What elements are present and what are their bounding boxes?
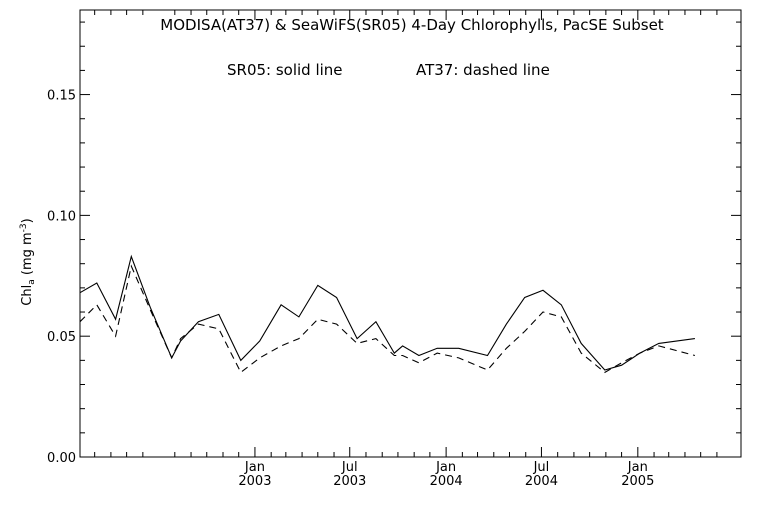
y-tick-label: 0.05	[47, 330, 76, 345]
legend-sr05-label: SR05: solid line	[227, 61, 343, 79]
y-axis-label-superscript: -3	[19, 223, 29, 232]
y-tick-label: 0.15	[47, 89, 76, 104]
x-tick-label-month: Jul	[533, 460, 550, 475]
x-tick-label-month: Jan	[244, 460, 265, 475]
legend-at37-label: AT37: dashed line	[416, 61, 550, 79]
axis-ticks: 0.000.050.100.15Jan2003Jul2003Jan2004Jul…	[47, 10, 741, 489]
x-tick-label-month: Jul	[341, 460, 358, 475]
y-axis-label-subscript: a	[27, 279, 37, 285]
series-line-sr05	[79, 254, 695, 371]
y-axis-label-base: Chl	[20, 285, 35, 306]
x-tick-label-month: Jan	[627, 460, 648, 475]
y-tick-label: 0.00	[47, 451, 76, 466]
x-tick-label-year: 2004	[430, 474, 463, 489]
x-tick-label-year: 2005	[621, 474, 654, 489]
plot-frame	[79, 9, 742, 458]
x-tick-label-year: 2004	[525, 474, 558, 489]
series-line-at37	[79, 264, 696, 374]
x-tick-label-year: 2003	[333, 474, 366, 489]
series-layer	[79, 254, 696, 374]
y-tick-label: 0.10	[47, 209, 76, 224]
x-tick-label-year: 2003	[238, 474, 271, 489]
chart-title: MODISA(AT37) & SeaWiFS(SR05) 4-Day Chlor…	[160, 16, 664, 34]
y-axis-label: Chla (mg m-3)	[19, 218, 37, 305]
y-axis-label-units: (mg m	[20, 232, 35, 279]
y-axis-label-close: )	[20, 218, 35, 223]
x-tick-label-month: Jan	[435, 460, 456, 475]
